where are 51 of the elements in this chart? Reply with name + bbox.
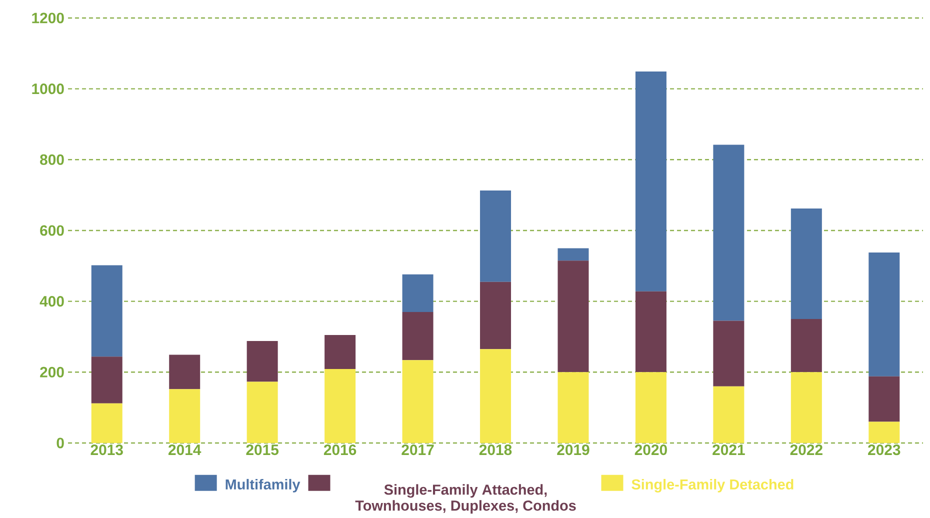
bar — [558, 372, 589, 443]
y-tick-label: 1000 — [32, 84, 64, 94]
legend-label: Multifamily — [226, 478, 300, 492]
legend-label: Single-Family Detached — [632, 478, 794, 492]
bar — [480, 282, 512, 350]
bar — [635, 291, 666, 372]
bar — [713, 386, 744, 443]
bar — [868, 422, 900, 443]
bar — [169, 389, 200, 443]
bar — [246, 340, 278, 382]
bar — [558, 260, 589, 372]
bar — [91, 265, 122, 357]
bar — [790, 319, 822, 372]
x-tick-label: 2021 — [712, 444, 745, 456]
bar — [246, 382, 278, 443]
text: Single-Family Attached, Townhouses, Duplexes, Condos — [355, 484, 576, 514]
y-tick-label: 1200 — [32, 12, 64, 24]
x-tick-label: 2013 — [90, 444, 123, 456]
bar — [480, 190, 512, 282]
bar — [480, 349, 512, 443]
y-tick-label: 0 — [56, 438, 64, 448]
x-tick-label: 2016 — [324, 444, 356, 456]
bar — [635, 71, 666, 292]
x-tick-label: 2022 — [790, 444, 822, 456]
bar — [868, 376, 900, 422]
bar — [91, 403, 122, 443]
y-tick-label: 800 — [40, 154, 64, 165]
x-tick-label: 2019 — [557, 444, 590, 456]
bar — [402, 312, 434, 360]
x-tick-label: 2020 — [634, 444, 667, 456]
bar — [868, 252, 900, 376]
x-tick-label: 2018 — [479, 444, 512, 456]
x-tick-label: 2015 — [246, 444, 279, 456]
bar — [790, 372, 822, 443]
bar — [91, 356, 122, 404]
x-tick-label: 2014 — [168, 444, 202, 456]
bar — [324, 334, 356, 369]
bar — [713, 144, 744, 321]
bar — [713, 320, 744, 386]
y-tick-label: 400 — [40, 296, 64, 307]
bar — [324, 368, 356, 443]
y-tick-label: 600 — [40, 225, 64, 236]
bar — [558, 248, 589, 261]
bar — [402, 274, 434, 312]
bar — [635, 372, 666, 443]
bar — [169, 354, 200, 390]
bar — [790, 208, 822, 320]
bar — [402, 360, 434, 443]
y-tick-label: 200 — [40, 366, 64, 378]
x-tick-label: 2017 — [402, 444, 434, 456]
x-tick-label: 2023 — [868, 444, 900, 456]
